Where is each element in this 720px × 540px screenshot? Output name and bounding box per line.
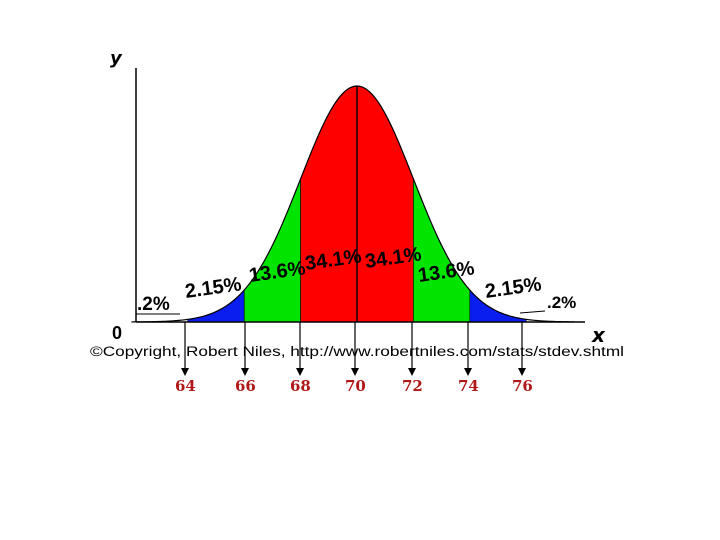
x-axis-label: x (591, 323, 606, 347)
region-3 (300, 85, 358, 323)
tick-label-64: 64 (175, 377, 196, 395)
tick-arrow-66 (241, 368, 249, 376)
tick-arrow-64 (181, 368, 189, 376)
tick-label-68: 68 (290, 377, 311, 395)
tick-label-74: 74 (458, 377, 479, 395)
tick-label-76: 76 (512, 377, 533, 395)
right-tail-leader (519, 310, 546, 314)
region-label-6: 2.15% (484, 273, 543, 303)
tick-label-70: 70 (345, 377, 366, 395)
tick-arrow-68 (296, 368, 304, 376)
y-axis-label: y (110, 48, 123, 69)
right-tail-label: .2% (547, 293, 576, 312)
region-label-1: 2.15% (184, 273, 243, 303)
tick-markers: 64 66 68 70 72 74 76 (175, 322, 533, 395)
origin-label: 0 (112, 323, 122, 343)
region-4 (356, 85, 414, 323)
left-tail-label: .2% (137, 294, 170, 315)
region-labels: 2.15%13.6%34.1% 34.1%13.6%2.15% (184, 243, 543, 303)
tick-arrow-74 (464, 368, 472, 376)
tick-arrow-72 (408, 368, 416, 376)
tick-label-72: 72 (402, 377, 423, 395)
copyright-text: ©Copyright, Robert Niles, http://www.rob… (90, 344, 624, 359)
bell-curve-outline (131, 85, 575, 323)
tick-arrow-70 (351, 368, 359, 376)
tick-label-66: 66 (235, 377, 256, 395)
tick-arrow-76 (518, 368, 526, 376)
